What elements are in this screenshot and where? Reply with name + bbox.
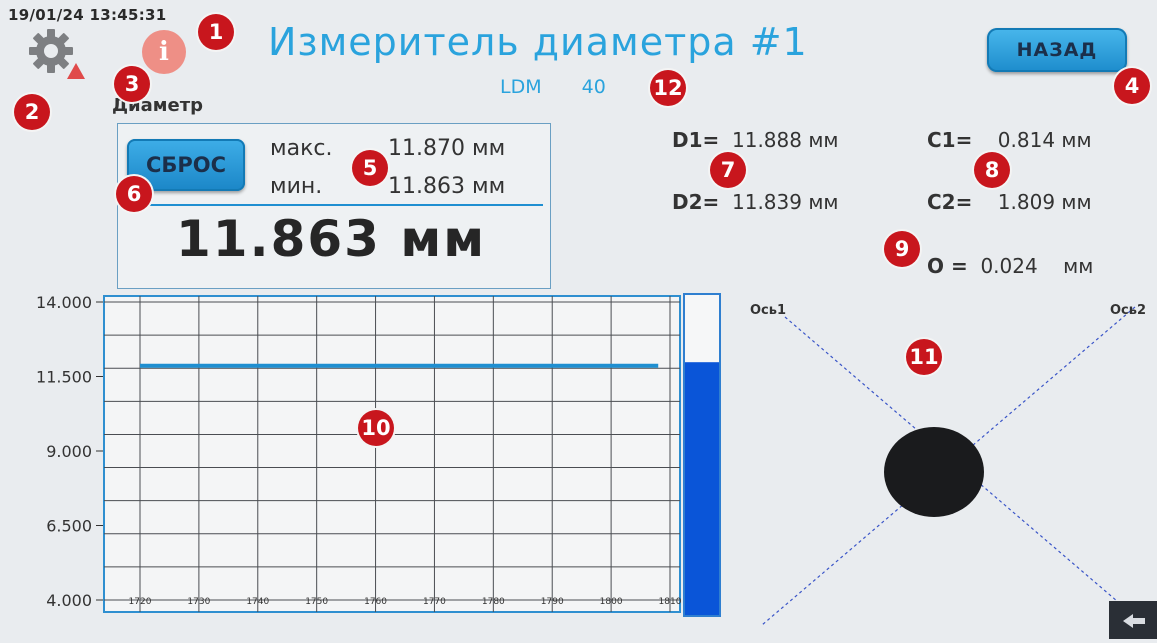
x-tick-label: 1760 <box>364 597 387 607</box>
min-label: мин. <box>270 174 323 199</box>
ovality-readout: O = 0.024 мм <box>927 254 1093 278</box>
badge-4: 4 <box>1114 68 1150 104</box>
ovality-unit: мм <box>1063 254 1094 278</box>
c1-value: 0.814 мм <box>997 128 1092 152</box>
x-tick-label: 1780 <box>482 597 505 607</box>
axis2-line <box>761 306 1136 625</box>
x-tick-label: 1730 <box>187 597 210 607</box>
d2-label: D2= <box>672 190 720 214</box>
d1-readout: D1= 11.888 мм <box>672 128 839 152</box>
badge-2: 2 <box>14 94 50 130</box>
datetime-label: 19/01/24 13:45:31 <box>8 6 167 24</box>
min-value: 11.863 мм <box>388 174 506 199</box>
gear-icon[interactable] <box>28 28 74 74</box>
y-tick-label: 4.000 <box>46 591 92 610</box>
device-model: LDM 40 <box>500 76 660 98</box>
c1-readout: C1= 0.814 мм <box>927 128 1092 152</box>
chart-plot-area <box>103 295 681 613</box>
model-name: LDM <box>500 76 542 98</box>
x-tick-label: 1740 <box>246 597 269 607</box>
y-tick-label: 14.000 <box>36 293 92 312</box>
c2-label: C2= <box>927 190 973 214</box>
badge-9: 9 <box>884 231 920 267</box>
x-tick-label: 1810 <box>659 597 682 607</box>
d1-label: D1= <box>672 128 720 152</box>
x-tick-label: 1800 <box>600 597 623 607</box>
badge-10: 10 <box>358 410 394 446</box>
back-button[interactable]: НАЗАД <box>987 28 1127 72</box>
y-tick-label: 9.000 <box>46 442 92 461</box>
d2-readout: D2= 11.839 мм <box>672 190 839 214</box>
y-tick-label: 11.500 <box>36 368 92 387</box>
axis1-label: Ось1 <box>750 303 786 318</box>
diameter-trend-chart: 14.000 11.500 9.000 6.500 4.000 1720 1730 1740… <box>36 293 721 617</box>
x-tick-label: 1750 <box>305 597 328 607</box>
panel-divider <box>118 204 543 206</box>
x-tick-label: 1790 <box>541 597 564 607</box>
info-icon[interactable]: i <box>142 30 186 74</box>
badge-12: 12 <box>650 70 686 106</box>
page-title: Измеритель диаметра #1 <box>268 20 808 64</box>
x-tick-label: 1720 <box>129 597 152 607</box>
badge-1: 1 <box>198 14 234 50</box>
exit-button[interactable] <box>1109 601 1157 639</box>
badge-11: 11 <box>906 339 942 375</box>
badge-7: 7 <box>710 152 746 188</box>
badge-6: 6 <box>116 176 152 212</box>
model-number: 40 <box>581 76 606 98</box>
c2-value: 1.809 мм <box>997 190 1092 214</box>
current-diameter-value: 11.863 мм <box>176 210 487 268</box>
c2-readout: C2= 1.809 мм <box>927 190 1092 214</box>
badge-8: 8 <box>974 152 1010 188</box>
badge-3: 3 <box>114 66 150 102</box>
ovality-label: O = <box>927 254 968 278</box>
reset-button[interactable]: СБРОС <box>127 139 245 191</box>
x-tick-label: 1770 <box>423 597 446 607</box>
max-value: 11.870 мм <box>388 136 506 161</box>
ovality-value: 0.024 <box>980 254 1038 278</box>
d1-value: 11.888 мм <box>732 128 839 152</box>
exit-arrow-icon <box>1123 614 1145 628</box>
level-bar-fill <box>685 362 719 615</box>
c1-label: C1= <box>927 128 973 152</box>
max-label: макс. <box>270 136 333 161</box>
warning-icon <box>67 63 85 79</box>
d2-value: 11.839 мм <box>732 190 839 214</box>
axis2-label: Ось2 <box>1110 303 1146 318</box>
y-tick-label: 6.500 <box>46 517 92 536</box>
rod-cross-section <box>884 427 984 517</box>
badge-5: 5 <box>352 150 388 186</box>
cross-section-view: Ось1 Ось2 <box>750 303 1146 625</box>
